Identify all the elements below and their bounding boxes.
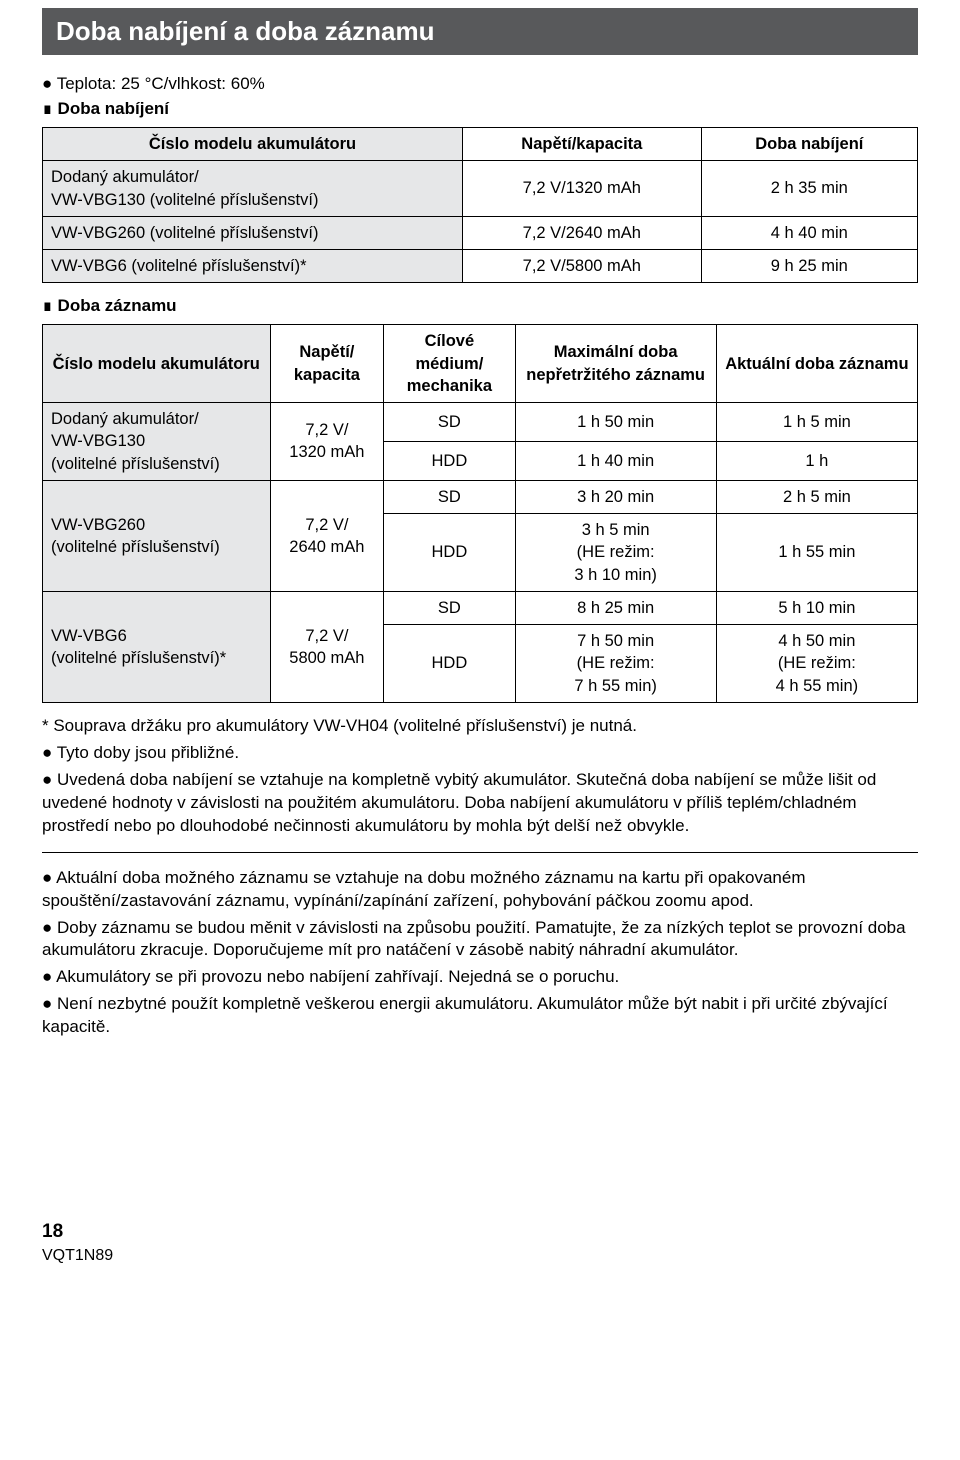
t2-h3: Cílové médium/ mechanika xyxy=(384,325,515,403)
t2-g0-r0-max: 1 h 50 min xyxy=(515,403,716,442)
t2-g2-r1-act: 4 h 50 min (HE režim: 4 h 55 min) xyxy=(716,625,917,703)
t2-g1-cap: 7,2 V/ 2640 mAh xyxy=(270,480,384,591)
page-footer: 18 VQT1N89 xyxy=(42,1219,918,1266)
page-title: Doba nabíjení a doba záznamu xyxy=(42,8,918,55)
t2-h5: Aktuální doba záznamu xyxy=(716,325,917,403)
table-row: VW-VBG6 (volitelné příslušenství)* 7,2 V… xyxy=(43,591,918,624)
t2-g0-r0-act: 1 h 5 min xyxy=(716,403,917,442)
notes-bottom: Aktuální doba možného záznamu se vztahuj… xyxy=(42,867,918,1040)
t2-h4: Maximální doba nepřetržitého záznamu xyxy=(515,325,716,403)
t2-g2-r0-act: 5 h 10 min xyxy=(716,591,917,624)
t2-g0-r1-act: 1 h xyxy=(716,441,917,480)
t1-r1-cap: 7,2 V/2640 mAh xyxy=(463,216,702,249)
t1-r0-time: 2 h 35 min xyxy=(701,161,917,217)
t2-g2-r0-media: SD xyxy=(384,591,515,624)
t2-h1: Číslo modelu akumulátoru xyxy=(43,325,271,403)
t2-g1-r0-act: 2 h 5 min xyxy=(716,480,917,513)
t2-g2-r0-max: 8 h 25 min xyxy=(515,591,716,624)
t1-r0-cap: 7,2 V/1320 mAh xyxy=(463,161,702,217)
t2-g1-r1-max: 3 h 5 min (HE režim: 3 h 10 min) xyxy=(515,514,716,592)
t2-g2-r1-media: HDD xyxy=(384,625,515,703)
footer-code: VQT1N89 xyxy=(42,1245,918,1267)
t2-g1-model: VW-VBG260 (volitelné příslušenství) xyxy=(43,480,271,591)
note-text: Doby záznamu se budou měnit v závislosti… xyxy=(42,917,918,963)
t2-g1-r0-max: 3 h 20 min xyxy=(515,480,716,513)
t1-h2: Napětí/kapacita xyxy=(463,127,702,160)
t1-r0-model: Dodaný akumulátor/ VW-VBG130 (volitelné … xyxy=(43,161,463,217)
section-charging: Doba nabíjení xyxy=(42,98,918,121)
t2-g2-model: VW-VBG6 (volitelné příslušenství)* xyxy=(43,591,271,702)
t2-g0-r1-max: 1 h 40 min xyxy=(515,441,716,480)
t1-r1-model: VW-VBG260 (volitelné příslušenství) xyxy=(43,216,463,249)
page-number: 18 xyxy=(42,1219,918,1245)
t1-r1-time: 4 h 40 min xyxy=(701,216,917,249)
t2-g2-r1-max: 7 h 50 min (HE režim: 7 h 55 min) xyxy=(515,625,716,703)
footnote-star: * Souprava držáku pro akumulátory VW-VH0… xyxy=(42,715,918,738)
charging-table: Číslo modelu akumulátoru Napětí/kapacita… xyxy=(42,127,918,283)
t1-r2-model: VW-VBG6 (volitelné příslušenství)* xyxy=(43,250,463,283)
conditions-text: Teplota: 25 °C/vlhkost: 60% xyxy=(42,73,918,96)
table-row: VW-VBG260 (volitelné příslušenství) 7,2 … xyxy=(43,216,918,249)
t2-g2-cap: 7,2 V/ 5800 mAh xyxy=(270,591,384,702)
section-recording: Doba záznamu xyxy=(42,295,918,318)
t2-g1-r1-act: 1 h 55 min xyxy=(716,514,917,592)
t1-h1: Číslo modelu akumulátoru xyxy=(43,127,463,160)
table-row: VW-VBG260 (volitelné příslušenství) 7,2 … xyxy=(43,480,918,513)
t2-g1-r1-media: HDD xyxy=(384,514,515,592)
t1-r2-cap: 7,2 V/5800 mAh xyxy=(463,250,702,283)
note-text: Tyto doby jsou přibližné. xyxy=(42,742,918,765)
t2-g0-model: Dodaný akumulátor/ VW-VBG130 (volitelné … xyxy=(43,403,271,481)
note-text: Aktuální doba možného záznamu se vztahuj… xyxy=(42,867,918,913)
table-row: Dodaný akumulátor/ VW-VBG130 (volitelné … xyxy=(43,161,918,217)
t2-h2: Napětí/ kapacita xyxy=(270,325,384,403)
t1-r2-time: 9 h 25 min xyxy=(701,250,917,283)
t2-g1-r0-media: SD xyxy=(384,480,515,513)
t2-g0-r1-media: HDD xyxy=(384,441,515,480)
recording-table: Číslo modelu akumulátoru Napětí/ kapacit… xyxy=(42,324,918,703)
t2-g0-cap: 7,2 V/ 1320 mAh xyxy=(270,403,384,481)
table-row: VW-VBG6 (volitelné příslušenství)* 7,2 V… xyxy=(43,250,918,283)
table-row: Dodaný akumulátor/ VW-VBG130 (volitelné … xyxy=(43,403,918,442)
t2-g0-r0-media: SD xyxy=(384,403,515,442)
note-text: Uvedená doba nabíjení se vztahuje na kom… xyxy=(42,769,918,838)
t1-h3: Doba nabíjení xyxy=(701,127,917,160)
note-text: Není nezbytné použít kompletně veškerou … xyxy=(42,993,918,1039)
note-text: Akumulátory se při provozu nebo nabíjení… xyxy=(42,966,918,989)
separator xyxy=(42,852,918,853)
notes-top: * Souprava držáku pro akumulátory VW-VH0… xyxy=(42,715,918,838)
